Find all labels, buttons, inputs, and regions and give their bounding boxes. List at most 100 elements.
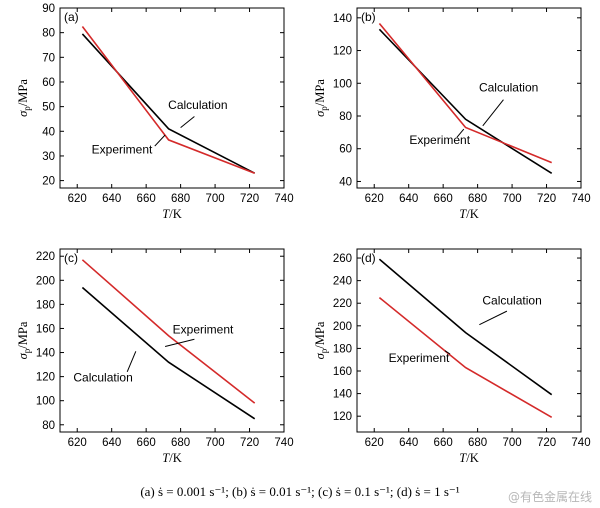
watermark: @有色金属在线 bbox=[507, 490, 592, 504]
panel-label: (d) bbox=[361, 251, 376, 265]
y-tick-label: 260 bbox=[333, 253, 352, 265]
x-tick-label: 720 bbox=[537, 193, 556, 205]
series-line-experiment bbox=[81, 259, 256, 404]
series-annotation-calculation: Calculation bbox=[73, 370, 132, 384]
y-axis-title: σp/MPa bbox=[16, 79, 32, 117]
x-tick-label: 620 bbox=[365, 193, 384, 205]
series-line-experiment bbox=[81, 26, 255, 174]
series-annotation-calculation: Calculation bbox=[482, 293, 541, 307]
y-tick-label: 180 bbox=[36, 299, 55, 311]
series-annotation-calculation: Calculation bbox=[479, 80, 538, 94]
annotation-pointer bbox=[456, 128, 465, 138]
series-line-calculation bbox=[378, 258, 553, 396]
x-tick-label: 680 bbox=[468, 193, 487, 205]
plot-frame bbox=[356, 7, 582, 189]
panel-label: (b) bbox=[361, 10, 376, 24]
y-tick-label: 240 bbox=[333, 276, 352, 288]
chart-panel-3: 620 640 660 680 700 720 740 80 100 120 140 160 180 20… bbox=[16, 248, 294, 465]
y-tick-label: 220 bbox=[333, 298, 352, 310]
figure-caption: (a) ṡ = 0.001 s⁻¹; (b) ṡ = 0.01 s⁻¹; (c)… bbox=[140, 484, 460, 499]
x-tick-label: 620 bbox=[365, 437, 384, 449]
x-tick-label: 680 bbox=[171, 437, 190, 449]
y-tick-label: 20 bbox=[42, 176, 55, 188]
annotation-pointer bbox=[180, 116, 195, 128]
annotation-pointer bbox=[154, 134, 166, 147]
x-tick-label: 640 bbox=[399, 193, 418, 205]
x-tick-label: 700 bbox=[502, 437, 521, 449]
y-tick-label: 60 bbox=[42, 77, 55, 89]
panel-label: (c) bbox=[64, 251, 78, 265]
y-tick-label: 160 bbox=[333, 366, 352, 378]
x-axis-title: T/K bbox=[459, 207, 478, 221]
x-tick-label: 720 bbox=[537, 437, 556, 449]
annotation-pointer bbox=[444, 350, 451, 355]
y-tick-label: 40 bbox=[339, 176, 352, 188]
panel-label: (a) bbox=[64, 10, 79, 24]
annotation-pointer bbox=[126, 351, 137, 372]
plot-frame bbox=[356, 248, 582, 433]
y-tick-label: 140 bbox=[333, 13, 352, 25]
y-tick-label: 50 bbox=[42, 102, 55, 114]
y-tick-label: 160 bbox=[36, 323, 55, 335]
x-axis-title: T/K bbox=[459, 451, 478, 465]
series-line-calculation bbox=[81, 286, 256, 420]
y-tick-label: 180 bbox=[333, 343, 352, 355]
x-tick-label: 700 bbox=[205, 437, 224, 449]
y-tick-label: 100 bbox=[333, 78, 352, 90]
y-tick-label: 80 bbox=[339, 111, 352, 123]
y-tick-label: 200 bbox=[333, 321, 352, 333]
x-tick-label: 620 bbox=[68, 193, 87, 205]
x-tick-label: 640 bbox=[102, 193, 121, 205]
y-axis-title: σp/MPa bbox=[313, 321, 329, 359]
y-tick-label: 220 bbox=[36, 251, 55, 263]
x-tick-label: 620 bbox=[68, 437, 87, 449]
y-tick-label: 200 bbox=[36, 275, 55, 287]
y-tick-label: 90 bbox=[42, 3, 55, 15]
y-tick-label: 140 bbox=[333, 389, 352, 401]
x-tick-label: 680 bbox=[171, 193, 190, 205]
y-tick-label: 60 bbox=[339, 144, 352, 156]
annotation-pointer bbox=[482, 99, 504, 127]
x-tick-label: 740 bbox=[571, 437, 590, 449]
x-tick-label: 700 bbox=[502, 193, 521, 205]
y-tick-label: 120 bbox=[333, 411, 352, 423]
series-line-experiment bbox=[378, 22, 553, 164]
x-tick-label: 720 bbox=[240, 437, 259, 449]
y-tick-label: 70 bbox=[42, 52, 55, 64]
annotation-pointer bbox=[479, 310, 508, 326]
y-tick-label: 30 bbox=[42, 151, 55, 163]
x-tick-label: 660 bbox=[434, 437, 453, 449]
x-axis-title: T/K bbox=[162, 207, 181, 221]
series-annotation-experiment: Experiment bbox=[389, 351, 450, 365]
plot-frame bbox=[59, 7, 285, 189]
y-tick-label: 80 bbox=[42, 420, 55, 432]
series-annotation-experiment: Experiment bbox=[173, 322, 234, 336]
y-tick-label: 120 bbox=[36, 372, 55, 384]
y-tick-label: 140 bbox=[36, 348, 55, 360]
series-line-experiment bbox=[378, 296, 553, 418]
x-tick-label: 700 bbox=[205, 193, 224, 205]
x-tick-label: 740 bbox=[274, 193, 293, 205]
series-annotation-experiment: Experiment bbox=[92, 142, 153, 156]
chart-panel-1: 620 640 660 680 700 720 740 20 30 40 50 60 70 80 90 T/K… bbox=[16, 3, 294, 221]
x-tick-label: 640 bbox=[399, 437, 418, 449]
plot-frame bbox=[59, 248, 285, 433]
y-axis-title: σp/MPa bbox=[313, 79, 329, 117]
x-tick-label: 740 bbox=[274, 437, 293, 449]
annotation-pointer bbox=[164, 338, 195, 348]
x-tick-label: 720 bbox=[240, 193, 259, 205]
series-annotation-calculation: Calculation bbox=[168, 98, 227, 112]
y-tick-label: 40 bbox=[42, 126, 55, 138]
y-tick-label: 120 bbox=[333, 46, 352, 58]
series-annotation-experiment: Experiment bbox=[409, 133, 470, 147]
chart-panel-2: 620 640 660 680 700 720 740 40 60 80 100 120 140 T/K σ… bbox=[313, 7, 591, 221]
y-tick-label: 80 bbox=[42, 28, 55, 40]
x-axis-title: T/K bbox=[162, 451, 181, 465]
y-axis-title: σp/MPa bbox=[16, 321, 32, 359]
x-tick-label: 660 bbox=[137, 193, 156, 205]
x-tick-label: 660 bbox=[137, 437, 156, 449]
x-tick-label: 660 bbox=[434, 193, 453, 205]
x-tick-label: 740 bbox=[571, 193, 590, 205]
x-tick-label: 680 bbox=[468, 437, 487, 449]
